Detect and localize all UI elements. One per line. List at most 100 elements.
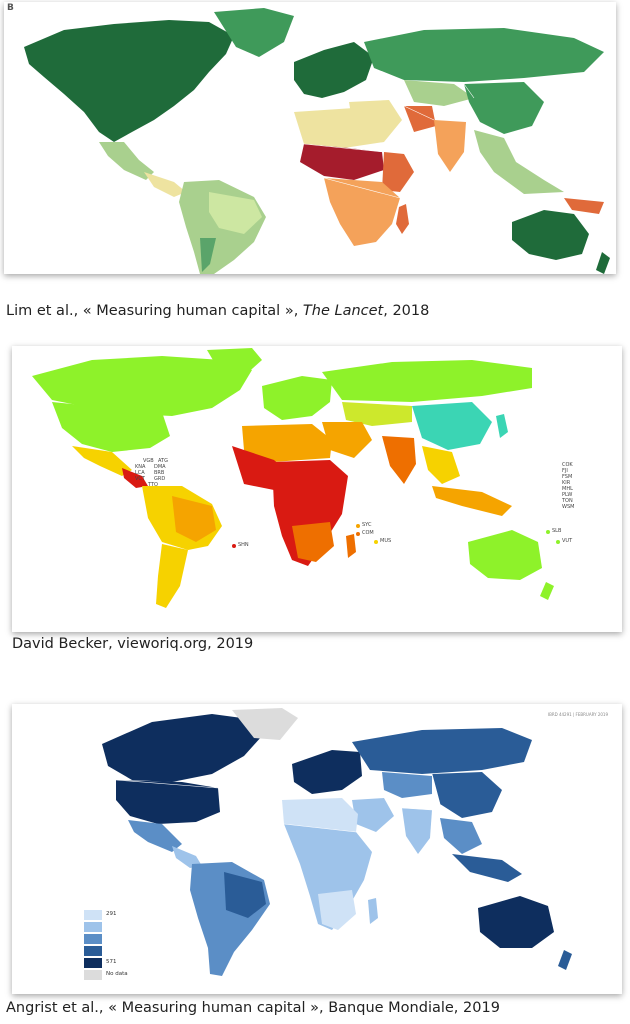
region-china: [432, 772, 502, 818]
world-map-becker: [32, 348, 560, 608]
region-new-zealand: [540, 582, 554, 600]
label-vut: VUT: [562, 538, 573, 544]
label-brb: BRB: [154, 470, 165, 476]
region-canada: [102, 714, 262, 782]
region-mexico: [72, 446, 132, 476]
region-madagascar: [396, 204, 409, 234]
region-greenland: [232, 708, 298, 740]
region-madagascar: [346, 534, 356, 558]
legend-swatch-nodata: [84, 970, 102, 980]
region-east-africa: [382, 152, 414, 192]
region-brazil: [172, 496, 216, 542]
region-madagascar: [368, 898, 378, 924]
label-wsm: WSM: [562, 504, 575, 510]
caption-becker: David Becker, vieworiq.org, 2019: [12, 636, 254, 652]
label-vct: VCT: [135, 476, 145, 482]
region-india: [402, 808, 432, 854]
region-central-america: [122, 468, 148, 488]
label-mus: MUS: [380, 538, 392, 544]
legend-swatch-5: [84, 958, 102, 968]
world-map-lim: [24, 8, 610, 274]
label-shn: SHN: [238, 542, 249, 548]
label-tto: TTO: [148, 482, 158, 488]
marker-syc: [356, 524, 360, 528]
label-lca: LCA: [135, 470, 145, 476]
region-pakistan: [404, 106, 436, 132]
label-fsm: FSM: [562, 474, 573, 480]
region-australia: [468, 530, 542, 580]
region-central-america: [172, 846, 202, 868]
label-mhl: MHL: [562, 486, 573, 492]
marker-mus: [374, 540, 378, 544]
region-se-asia: [440, 818, 482, 854]
legend-swatch-3: [84, 934, 102, 944]
region-russia: [322, 360, 532, 402]
region-central-asia: [404, 80, 474, 106]
region-middle-east: [352, 798, 394, 832]
label-plw: PLW: [562, 492, 573, 498]
map-panel-lim-2018: B: [4, 2, 616, 274]
region-usa: [116, 780, 220, 824]
region-india: [382, 436, 416, 484]
region-africa-south: [318, 890, 356, 930]
region-middle-east: [322, 422, 372, 458]
map-panel-angrist-2019: IBRD 44291 | FEBRUARY 2019: [12, 704, 622, 994]
region-mexico: [99, 142, 154, 180]
country-borders: [303, 83, 475, 199]
region-canada: [32, 356, 252, 416]
label-dma: DMA: [154, 464, 166, 470]
label-grd: GRD: [154, 476, 166, 482]
region-papua: [564, 198, 604, 214]
marker-slb: [546, 530, 550, 534]
legend-swatch-1: [84, 910, 102, 920]
label-syc: SYC: [362, 522, 372, 528]
legend-nodata-label: No data: [106, 971, 128, 977]
region-se-asia: [422, 446, 460, 484]
region-south-america-south: [156, 544, 188, 608]
region-southern-africa: [292, 522, 334, 562]
region-greenland: [214, 8, 294, 57]
map-panel-becker-2019: VGB ATG KNA DMA LCA BRB VCT GRD TTO SHN …: [12, 346, 622, 632]
region-usa: [52, 402, 170, 452]
region-europe: [262, 376, 332, 420]
source-note: IBRD 44291 | FEBRUARY 2019: [547, 712, 608, 717]
region-brazil: [224, 872, 266, 918]
region-central-america: [144, 172, 186, 197]
region-japan-korea: [496, 414, 508, 438]
marker-com: [356, 532, 360, 536]
panel-letter: B: [7, 3, 14, 13]
region-argentina: [200, 238, 216, 272]
legend-min-label: 291: [106, 911, 117, 917]
caption-lim-authors: Lim et al., « Measuring human capital »,: [6, 303, 303, 319]
region-indonesia: [452, 854, 522, 882]
legend-max-label: 571: [106, 959, 117, 965]
marker-shn: [232, 544, 236, 548]
caption-lim-year: , 2018: [383, 303, 430, 319]
caption-lim-journal: The Lancet: [302, 303, 384, 319]
region-australia: [512, 210, 589, 260]
region-central-asia: [342, 402, 412, 426]
region-europe: [294, 42, 374, 98]
label-slb: SLB: [552, 528, 562, 534]
region-central-asia: [382, 772, 432, 798]
region-indonesia: [432, 486, 512, 516]
region-russia: [352, 728, 532, 774]
region-china: [412, 402, 492, 450]
label-ton: TON: [562, 498, 573, 504]
label-cok: COK: [562, 462, 573, 468]
legend-swatch-4: [84, 946, 102, 956]
caption-angrist: Angrist et al., « Measuring human capita…: [6, 1000, 500, 1016]
region-north-america: [24, 20, 234, 142]
region-europe: [292, 750, 362, 794]
region-china: [464, 82, 544, 134]
region-india: [434, 120, 466, 172]
region-greenland: [207, 348, 262, 376]
legend-swatch-2: [84, 922, 102, 932]
label-com: COM: [362, 530, 374, 536]
region-sahel: [300, 144, 384, 180]
label-fji: FJI: [562, 468, 568, 474]
country-borders: [115, 773, 441, 833]
region-brazil: [209, 192, 262, 234]
caption-lim: Lim et al., « Measuring human capital »,…: [6, 303, 429, 319]
marker-vut: [556, 540, 560, 544]
